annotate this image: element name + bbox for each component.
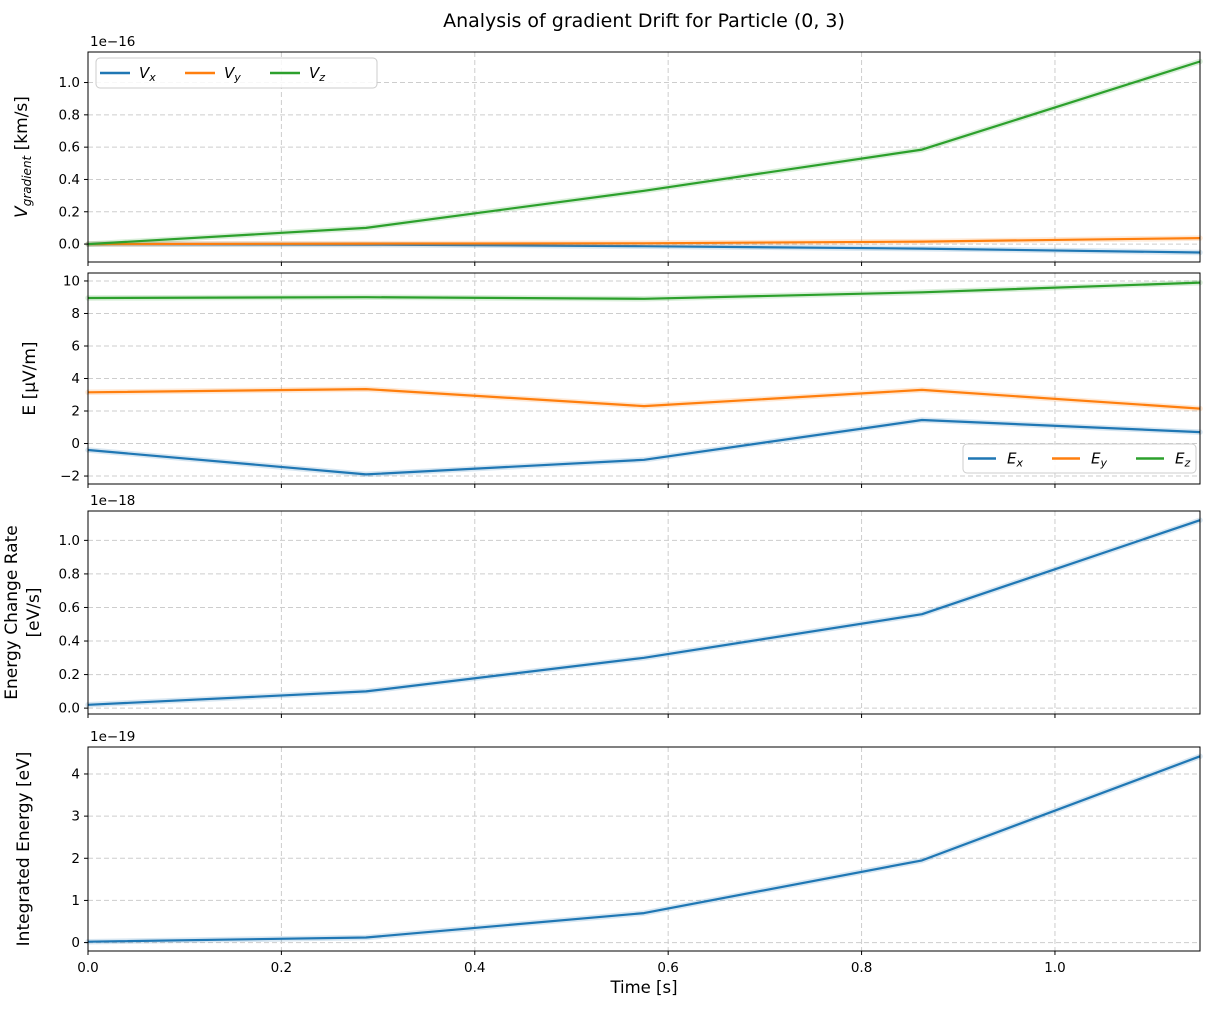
y-axis-label: [eV/s] <box>24 588 44 638</box>
legend-label-main: V <box>139 64 151 82</box>
legend-label-main: V <box>224 64 236 82</box>
y-tick-label: 0.2 <box>59 204 80 220</box>
y-axis-label-part: Energy Change Rate <box>2 525 22 699</box>
legend-label: Vz <box>309 64 325 84</box>
plot-border <box>87 51 1201 263</box>
legend-label: Vy <box>224 64 241 84</box>
subplot-integrated-energy: 0 1 2 3 4 0.0 0.2 0.4 0.6 0.8 1.0 1e−19 Integrated E… <box>14 729 1203 976</box>
y-tick-label: −2 <box>60 469 80 485</box>
legend-label: Vx <box>139 64 156 84</box>
x-tick-label: 0.8 <box>851 960 872 976</box>
y-axis-label-part: V <box>12 205 32 218</box>
y-tick-label: 1 <box>71 893 80 909</box>
y-tick-label: 0.8 <box>59 566 80 582</box>
plot-border <box>87 746 1201 952</box>
x-tick-label: 0.6 <box>657 960 678 976</box>
series-line-dE/dt <box>87 519 1201 706</box>
series-line-Vz <box>87 60 1201 246</box>
legend-label: Ez <box>1175 450 1190 470</box>
x-tick-label: 1.0 <box>1044 960 1065 976</box>
y-tick-label: 0 <box>71 436 80 452</box>
y-tick-label: 0 <box>71 935 80 951</box>
y-axis-label: Energy Change Rate <box>2 525 22 699</box>
legend-label-sub: x <box>1015 457 1023 470</box>
legend-label-main: E <box>1175 450 1185 468</box>
axis-offset-label: 1e−16 <box>90 34 135 50</box>
series-line-Ez <box>87 281 1201 300</box>
y-tick-label: 0.0 <box>59 701 80 717</box>
x-tick-label: 0.2 <box>271 960 292 976</box>
y-axis-label-part: E [µV/m] <box>20 341 40 415</box>
y-tick-label: 4 <box>71 371 80 387</box>
x-tick-label: 0.4 <box>464 960 485 976</box>
y-tick-label: 0.6 <box>59 140 80 156</box>
x-axis-label: Time [s] <box>609 978 677 997</box>
x-tick-label: 0.0 <box>77 960 98 976</box>
subplot-energy-change-rate: 0.0 0.2 0.4 0.6 0.8 1.0 1e−18 Energy Change Rat… <box>2 493 1203 718</box>
plot-border <box>87 510 1201 715</box>
series-line-E <box>87 755 1201 943</box>
y-tick-label: 1.0 <box>59 533 80 549</box>
y-tick-label: 0.0 <box>59 237 80 253</box>
y-tick-label: 0.4 <box>59 634 80 650</box>
y-tick-label: 0.2 <box>59 667 80 683</box>
axis-offset-label: 1e−18 <box>90 493 135 509</box>
series-line-Ey <box>87 388 1201 410</box>
y-tick-label: 3 <box>71 809 80 825</box>
y-tick-label: 1.0 <box>59 75 80 91</box>
y-tick-label: 0.4 <box>59 172 80 188</box>
series-line-Vy <box>87 237 1201 246</box>
legend-label-sub: y <box>233 71 241 84</box>
y-axis-label: Vgradient [km/s] <box>12 96 34 218</box>
y-axis-label-part: [eV/s] <box>24 588 44 638</box>
y-axis-label: E [µV/m] <box>20 341 40 415</box>
y-tick-label: 6 <box>71 338 80 354</box>
y-axis-label-part: [km/s] <box>12 96 32 156</box>
y-tick-label: 2 <box>71 851 80 867</box>
legend: Vx Vy Vz <box>95 57 378 89</box>
y-tick-label: 8 <box>71 306 80 322</box>
legend-label-sub: z <box>1183 457 1190 470</box>
axis-offset-label: 1e−19 <box>90 729 135 745</box>
y-axis-label: Integrated Energy [eV] <box>14 752 34 947</box>
legend-box <box>95 57 378 89</box>
y-tick-label: 0.6 <box>59 600 80 616</box>
legend-label-main: E <box>1091 450 1101 468</box>
y-tick-label: 4 <box>71 766 80 782</box>
legend-label-sub: y <box>1099 457 1107 470</box>
legend-label-main: V <box>309 64 321 82</box>
y-tick-label: 10 <box>63 273 80 289</box>
y-tick-label: 0.8 <box>59 107 80 123</box>
legend-label-main: E <box>1007 450 1017 468</box>
series-line-Ex <box>87 418 1201 476</box>
legend-label-sub: x <box>148 71 156 84</box>
y-axis-label-part: gradient <box>20 154 34 206</box>
legend-label-sub: z <box>318 71 325 84</box>
legend-label: Ex <box>1007 450 1023 470</box>
y-axis-label-part: Integrated Energy [eV] <box>14 752 34 947</box>
legend-label: Ey <box>1091 450 1107 470</box>
figure-title: Analysis of gradient Drift for Particle … <box>443 10 845 32</box>
y-tick-label: 2 <box>71 404 80 420</box>
legend: Ex Ey Ez <box>962 443 1197 474</box>
